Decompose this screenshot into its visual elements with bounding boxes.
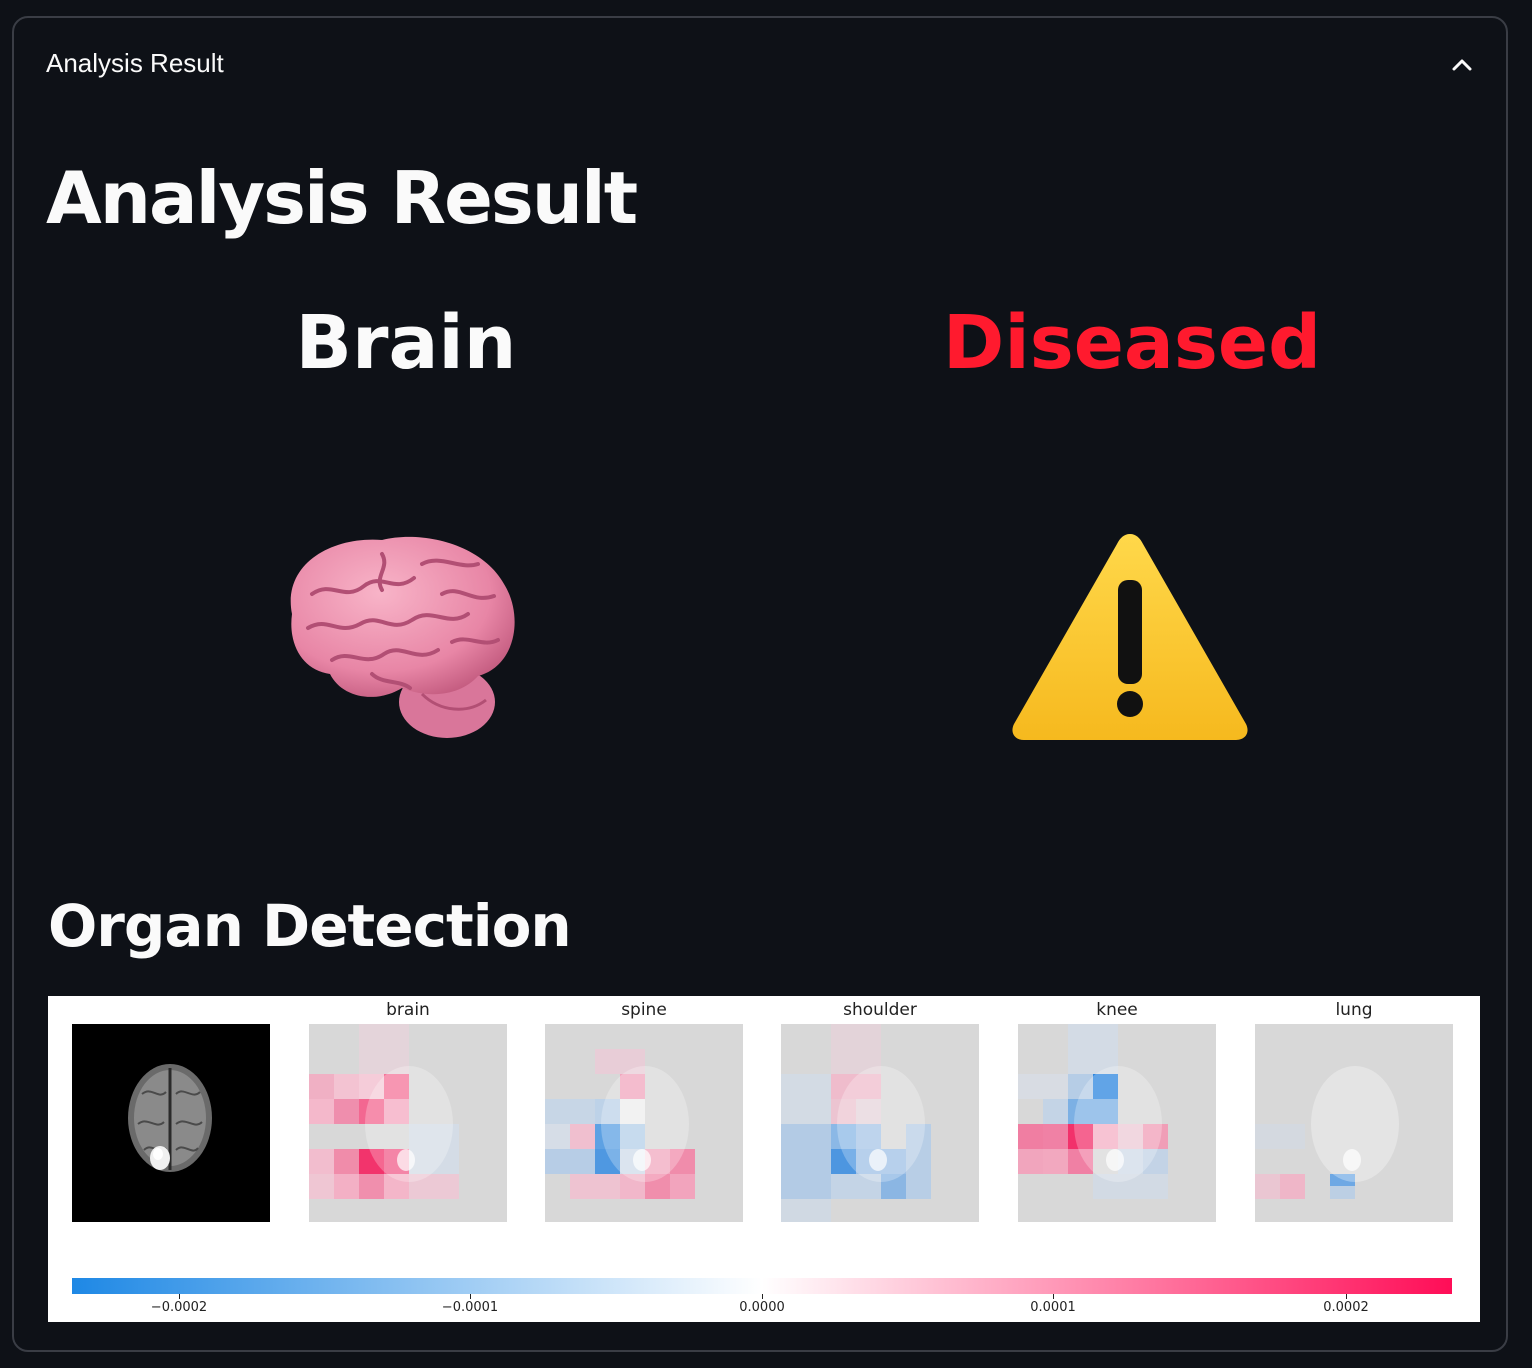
heatmap-shoulder xyxy=(781,1024,979,1222)
warning-icon xyxy=(1012,534,1248,740)
colorbar-tick-label: −0.0001 xyxy=(441,1300,499,1315)
organ-detection-figure: brain xyxy=(48,996,1480,1322)
panel-title-spine: spine xyxy=(621,1000,667,1020)
colorbar-tick-label: −0.0002 xyxy=(150,1300,208,1315)
expander-title: Analysis Result xyxy=(46,48,224,78)
colorbar-tick xyxy=(470,1294,471,1299)
panel-title-knee: knee xyxy=(1096,1000,1138,1020)
page-title: Analysis Result xyxy=(46,156,638,240)
analysis-result-expander: Analysis Result Analysis Result Brain Di… xyxy=(12,16,1508,1352)
heatmap-lung xyxy=(1255,1024,1453,1222)
colorbar-tick-label: 0.0001 xyxy=(1030,1300,1076,1315)
colorbar-tick xyxy=(179,1294,180,1299)
colorbar-tick-label: 0.0002 xyxy=(1323,1300,1369,1315)
heatmap-brain xyxy=(309,1024,507,1222)
colorbar-tick xyxy=(1346,1294,1347,1299)
chevron-up-icon[interactable] xyxy=(1450,54,1474,74)
colorbar-tick-label: 0.0000 xyxy=(739,1300,785,1315)
section-heading-organ-detection: Organ Detection xyxy=(48,892,572,960)
brain-icon xyxy=(290,536,515,738)
colorbar-tick xyxy=(762,1294,763,1299)
panel-title-lung: lung xyxy=(1335,1000,1373,1020)
status-label: Diseased xyxy=(942,300,1322,386)
colorbar-tick xyxy=(1053,1294,1054,1299)
panel-title-shoulder: shoulder xyxy=(843,1000,917,1020)
mri-image xyxy=(72,1024,270,1222)
organ-label: Brain xyxy=(295,300,517,386)
colorbar xyxy=(72,1278,1452,1294)
heatmap-spine xyxy=(545,1024,743,1222)
panel-title-brain: brain xyxy=(386,1000,430,1020)
expander-header[interactable]: Analysis Result xyxy=(14,18,1506,114)
heatmap-knee xyxy=(1018,1024,1216,1222)
